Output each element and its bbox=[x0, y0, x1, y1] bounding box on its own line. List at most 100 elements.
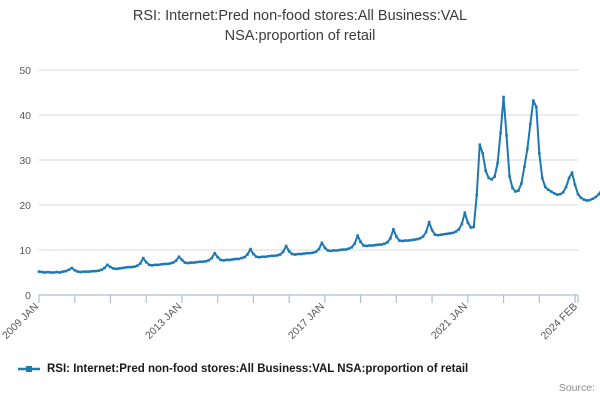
data-point-marker bbox=[79, 270, 82, 274]
data-point-marker bbox=[418, 237, 422, 240]
data-point-marker bbox=[103, 266, 106, 270]
data-point-marker bbox=[192, 261, 196, 264]
data-point-marker bbox=[466, 221, 470, 224]
data-point-marker bbox=[540, 176, 544, 180]
data-point-marker bbox=[398, 239, 401, 242]
data-point-marker bbox=[317, 247, 321, 251]
data-point-marker bbox=[183, 261, 187, 264]
y-axis-tick-label: 30 bbox=[19, 155, 31, 167]
data-point-marker bbox=[403, 239, 407, 242]
data-point-marker bbox=[130, 265, 133, 269]
data-point-marker bbox=[88, 270, 91, 273]
data-point-marker bbox=[73, 268, 77, 272]
data-point-marker bbox=[475, 193, 479, 197]
data-point-marker bbox=[359, 240, 362, 244]
data-point-marker bbox=[222, 259, 225, 262]
data-point-marker bbox=[132, 265, 136, 268]
data-point-marker bbox=[409, 238, 413, 242]
data-point-marker bbox=[353, 242, 356, 245]
data-point-marker bbox=[281, 250, 285, 254]
data-point-marker bbox=[189, 261, 193, 264]
data-point-marker bbox=[356, 234, 359, 237]
data-point-marker bbox=[490, 178, 493, 181]
data-point-marker bbox=[269, 254, 273, 258]
data-point-marker bbox=[43, 271, 47, 274]
data-point-marker bbox=[207, 259, 211, 262]
data-point-marker bbox=[395, 235, 398, 238]
data-point-marker bbox=[305, 251, 309, 255]
data-point-marker bbox=[347, 247, 350, 250]
data-point-marker bbox=[267, 255, 270, 258]
data-point-marker bbox=[502, 95, 505, 99]
data-point-marker bbox=[552, 192, 556, 195]
data-point-marker bbox=[514, 190, 517, 193]
data-point-marker bbox=[109, 265, 112, 269]
data-point-marker bbox=[231, 258, 234, 261]
data-point-marker bbox=[421, 235, 425, 238]
data-point-marker bbox=[529, 122, 532, 126]
data-point-marker bbox=[213, 251, 216, 255]
y-axis-tick-label: 20 bbox=[19, 200, 31, 212]
data-point-marker bbox=[278, 253, 282, 256]
data-point-marker bbox=[112, 267, 115, 270]
data-point-marker bbox=[225, 258, 228, 262]
data-point-marker bbox=[415, 237, 419, 241]
data-point-marker bbox=[249, 247, 252, 251]
data-point-marker bbox=[487, 176, 490, 180]
data-point-marker bbox=[204, 259, 208, 263]
data-point-marker bbox=[195, 260, 199, 264]
data-point-marker bbox=[115, 267, 118, 271]
data-point-marker bbox=[234, 257, 237, 261]
data-point-marker bbox=[58, 271, 62, 274]
data-point-marker bbox=[430, 228, 434, 232]
data-point-marker bbox=[124, 266, 127, 269]
data-point-marker bbox=[141, 256, 145, 260]
data-point-marker bbox=[76, 270, 80, 273]
chart-legend: RSI: Internet:Pred non-food stores:All B… bbox=[18, 363, 468, 375]
data-point-marker bbox=[85, 270, 88, 273]
data-point-marker bbox=[368, 244, 371, 247]
x-axis-tick-label: 2024 FEB bbox=[539, 301, 581, 343]
data-point-marker bbox=[412, 238, 416, 241]
data-point-marker bbox=[588, 198, 592, 202]
legend-line-marker-icon bbox=[18, 366, 40, 372]
data-point-marker bbox=[308, 251, 312, 255]
data-point-marker bbox=[219, 258, 222, 262]
data-point-marker bbox=[436, 233, 440, 237]
data-point-marker bbox=[49, 271, 53, 274]
data-point-marker bbox=[46, 270, 50, 274]
data-point-marker bbox=[427, 220, 431, 224]
data-point-marker bbox=[153, 263, 157, 267]
data-point-marker bbox=[508, 174, 511, 178]
data-point-marker bbox=[135, 264, 139, 268]
data-point-marker bbox=[201, 260, 205, 263]
x-axis-tick-label: 2021 JAN bbox=[429, 301, 470, 342]
data-point-marker bbox=[469, 226, 473, 229]
data-point-marker bbox=[371, 244, 374, 247]
data-point-marker bbox=[272, 254, 276, 258]
data-point-marker bbox=[558, 192, 562, 196]
data-point-marker bbox=[264, 255, 267, 259]
data-point-marker bbox=[532, 99, 535, 102]
data-point-marker bbox=[567, 176, 571, 180]
data-point-marker bbox=[520, 182, 523, 185]
data-point-marker bbox=[52, 271, 56, 274]
data-point-marker bbox=[82, 270, 85, 273]
data-point-marker bbox=[171, 261, 175, 264]
data-point-marker bbox=[579, 196, 583, 200]
data-point-marker bbox=[311, 251, 315, 254]
data-point-marker bbox=[118, 267, 121, 270]
data-point-marker bbox=[386, 241, 389, 244]
y-axis-tick-label: 50 bbox=[19, 65, 31, 77]
data-point-marker bbox=[64, 269, 68, 273]
data-point-marker bbox=[326, 249, 330, 252]
data-point-marker bbox=[159, 263, 163, 266]
data-point-marker bbox=[341, 248, 345, 251]
data-point-marker bbox=[374, 243, 377, 247]
data-point-marker bbox=[555, 193, 559, 196]
data-point-marker bbox=[150, 264, 154, 267]
data-point-marker bbox=[237, 257, 240, 261]
data-point-marker bbox=[335, 249, 339, 252]
